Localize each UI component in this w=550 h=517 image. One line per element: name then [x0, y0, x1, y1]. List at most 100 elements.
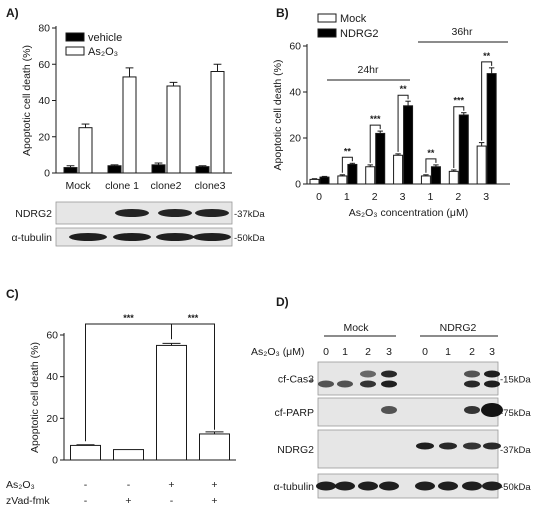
- a-kda-marker: -50kDa: [234, 233, 265, 244]
- a-category-label: clone2: [151, 180, 182, 192]
- panel-a-letter: A): [6, 6, 19, 20]
- c-treatment-label: As₂O₃: [6, 479, 35, 491]
- d-blot-band: [360, 370, 376, 378]
- b-bar: [365, 166, 376, 185]
- d-kda-marker: -15kDa: [500, 375, 531, 386]
- b-sig-label: **: [344, 146, 352, 156]
- d-kda-marker: -37kDa: [500, 445, 531, 456]
- b-bar: [420, 175, 431, 185]
- a-blot-label: α-tubulin: [11, 232, 52, 244]
- d-blot-band: [415, 481, 435, 491]
- a-blot-band: [69, 233, 107, 241]
- d-blot-membrane: [317, 361, 499, 396]
- a-legend-swatch: [65, 32, 85, 42]
- b-bar: [393, 154, 404, 185]
- d-blot-band: [481, 403, 503, 417]
- d-blot-label: cf-Cas3: [278, 374, 314, 386]
- c-treatment-sign: -: [84, 479, 88, 491]
- d-nonspecific-asterisk: *: [309, 377, 313, 389]
- d-blot-band: [484, 380, 500, 388]
- panel-c: C) 0 20 40 60 Apoptotic cell death (%) *** ***…: [6, 287, 236, 507]
- a-y-tick-label: 40: [38, 95, 50, 107]
- d-dose-label: 0: [323, 346, 329, 358]
- b-y-tick-label: 60: [289, 41, 301, 53]
- c-bar: [199, 433, 230, 461]
- b-bar: [403, 105, 414, 185]
- a-bar: [151, 164, 166, 174]
- c-sig-bracket: [171, 323, 215, 430]
- a-blot-label: NDRG2: [15, 208, 52, 220]
- d-treatment-label: As₂O₃ (μM): [251, 346, 304, 358]
- c-y-tick-label: 40: [46, 371, 58, 383]
- a-y-tick-label: 0: [44, 168, 50, 180]
- b-sig-bracket: [425, 158, 437, 173]
- c-bar: [113, 449, 144, 461]
- b-sig-bracket: [369, 124, 381, 163]
- a-bar: [166, 85, 181, 174]
- c-treatment-sign: +: [211, 479, 217, 491]
- c-y-tick-label: 60: [46, 330, 58, 342]
- c-treatment-sign: -: [84, 495, 88, 507]
- c-treatment-sign: +: [125, 495, 131, 507]
- d-blot-band: [438, 481, 458, 491]
- b-bar: [337, 175, 348, 185]
- c-bar: [156, 344, 187, 461]
- b-sig-bracket: [397, 94, 409, 152]
- b-category-label: 2: [455, 191, 461, 203]
- c-treatment-sign: +: [211, 495, 217, 507]
- d-dose-label: 2: [365, 346, 371, 358]
- b-sig-label: **: [427, 148, 435, 158]
- d-blot-band: [381, 380, 397, 388]
- d-blot-band: [416, 442, 434, 450]
- a-blot-band: [156, 233, 194, 241]
- d-group-label-mock: Mock: [343, 322, 369, 334]
- d-dose-label: 3: [386, 346, 392, 358]
- d-blot-band: [358, 481, 378, 491]
- d-dose-label: 0: [422, 346, 428, 358]
- a-bar: [122, 76, 137, 174]
- d-blot-band: [439, 442, 457, 450]
- d-blot-band: [337, 380, 353, 388]
- b-sig-label: ***: [370, 114, 381, 124]
- b-y-axis-title: Apoptotic cell death (%): [272, 60, 284, 171]
- d-blot-band: [484, 370, 500, 378]
- b-y-tick-label: 0: [295, 179, 301, 191]
- b-category-label: 1: [344, 191, 350, 203]
- a-y-tick-label: 60: [38, 59, 50, 71]
- b-bar: [430, 166, 441, 185]
- b-category-label: 0: [316, 191, 322, 203]
- a-y-tick-label: 80: [38, 23, 50, 35]
- a-kda-marker: -37kDa: [234, 209, 265, 220]
- b-legend-label: NDRG2: [340, 28, 379, 40]
- b-y-tick-label: 40: [289, 87, 301, 99]
- b-group-label-36hr: 36hr: [451, 26, 473, 38]
- c-y-tick-label: 0: [52, 455, 58, 467]
- a-bar: [195, 166, 210, 174]
- a-blot-band: [158, 209, 192, 217]
- b-sig-label: ***: [454, 96, 465, 106]
- c-treatment-sign: -: [127, 479, 131, 491]
- b-bar: [347, 163, 358, 185]
- a-blot-band: [113, 233, 151, 241]
- panel-d-letter: D): [276, 295, 289, 309]
- d-dose-label: 1: [445, 346, 451, 358]
- a-bar: [78, 127, 93, 174]
- panel-c-letter: C): [6, 287, 19, 301]
- d-blot-band: [483, 442, 501, 450]
- b-bar: [375, 132, 386, 185]
- a-category-label: Mock: [65, 180, 91, 192]
- d-group-label-ndrg2: NDRG2: [440, 322, 477, 334]
- c-treatment-label: zVad-fmk: [6, 495, 50, 507]
- a-y-axis-title: Apoptotic cell death (%): [21, 45, 33, 156]
- d-dose-label: 1: [342, 346, 348, 358]
- b-category-label: 2: [372, 191, 378, 203]
- b-legend-swatch: [317, 13, 337, 23]
- b-bar: [448, 170, 459, 185]
- b-group-label-24hr: 24hr: [357, 64, 379, 76]
- b-category-label: 3: [483, 191, 489, 203]
- b-sig-label: **: [483, 51, 491, 61]
- a-y-tick-label: 20: [38, 131, 50, 143]
- d-blot-band: [464, 380, 480, 388]
- a-bar: [107, 165, 122, 174]
- a-blot-band: [115, 209, 149, 217]
